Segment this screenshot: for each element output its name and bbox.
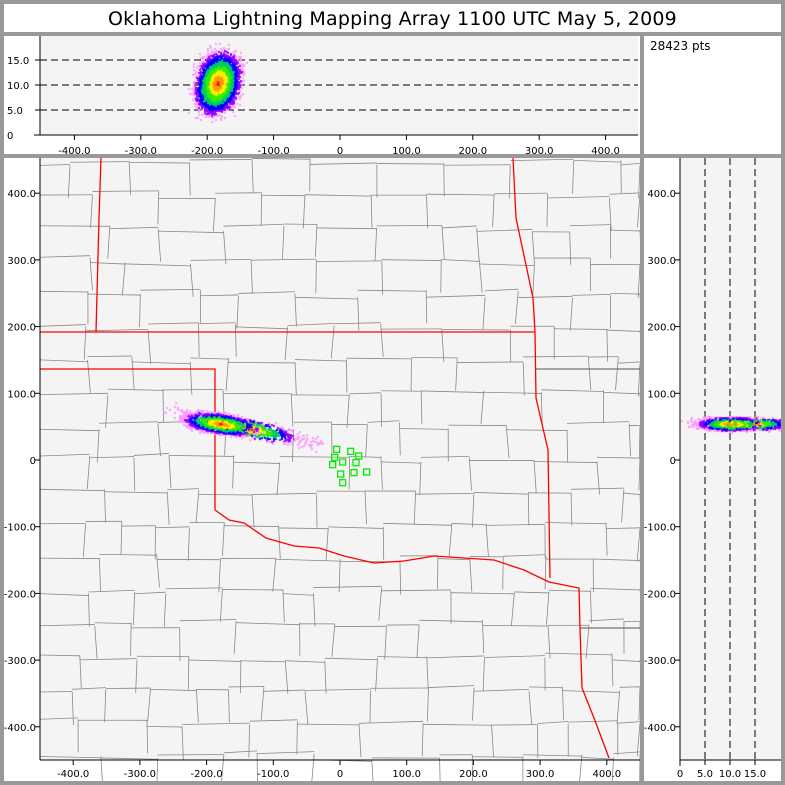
x-tick-label: 300.0 xyxy=(525,146,554,154)
x-tick-label: -300.0 xyxy=(125,146,157,154)
y-tick-label: -200.0 xyxy=(4,589,36,600)
x-tick-label: -200.0 xyxy=(191,146,223,154)
y-tick-label: 400.0 xyxy=(7,189,36,200)
x-tick-label: -400.0 xyxy=(58,146,90,154)
y-tick-label: 0 xyxy=(7,131,13,142)
county-border xyxy=(371,759,374,781)
x-tick-label: 0 xyxy=(337,769,343,780)
y-tick-label: -400.0 xyxy=(644,723,676,734)
county-border xyxy=(611,757,614,781)
density-plot-side xyxy=(680,158,781,760)
x-tick-label: 100.0 xyxy=(392,769,421,780)
north-vs-altitude-panel: 0 5.0 10.0 15.0 400.0 300.0 200.0 100.0 0 -100.0 -… xyxy=(644,158,781,781)
point-count: 28423 pts xyxy=(650,39,711,53)
y-tick-label: 100.0 xyxy=(647,389,676,400)
county-border xyxy=(100,756,103,781)
y-tick-label: 200.0 xyxy=(7,323,36,334)
y-tick-label: -300.0 xyxy=(4,656,36,667)
y-tick-label: -200.0 xyxy=(644,589,676,600)
y-tick-label: -400.0 xyxy=(4,723,36,734)
y-tick-label: 100.0 xyxy=(7,389,36,400)
x-tick-label: 15.0 xyxy=(744,769,766,780)
x-tick-label: -300.0 xyxy=(124,769,156,780)
y-tick-label: 15.0 xyxy=(7,56,29,67)
y-tick-label: 0 xyxy=(30,456,36,467)
x-tick-label: -100.0 xyxy=(257,769,289,780)
density-plot-top xyxy=(40,36,638,135)
x-tick-label: 400.0 xyxy=(591,146,620,154)
x-tick-label: 300.0 xyxy=(526,769,555,780)
x-tick-label: -100.0 xyxy=(257,146,289,154)
x-tick-label: 200.0 xyxy=(459,769,488,780)
x-tick-label: 10.0 xyxy=(719,769,741,780)
county-border xyxy=(156,757,158,781)
x-tick-label: 200.0 xyxy=(458,146,487,154)
x-tick-label: 5.0 xyxy=(697,769,713,780)
x-tick-label: 0 xyxy=(677,769,683,780)
x-tick-label: 0 xyxy=(337,146,343,154)
x-tick-label: -200.0 xyxy=(190,769,222,780)
altitude-vs-east-panel: -400.0 -300.0 -200.0 -100.0 0 100.0 200.0 300.0… xyxy=(4,36,640,154)
x-tick-label: 400.0 xyxy=(592,769,621,780)
info-panel: 28423 pts xyxy=(644,36,781,154)
y-tick-label: 10.0 xyxy=(7,81,29,92)
y-tick-label: 5.0 xyxy=(7,106,23,117)
y-tick-label: 0 xyxy=(670,456,676,467)
y-tick-label: -300.0 xyxy=(644,656,676,667)
plan-view-map-panel: -400.0 -300.0 -200.0 -100.0 0 100.0 200.0 300.0… xyxy=(4,158,640,781)
county-border xyxy=(439,757,441,781)
x-tick-label: 100.0 xyxy=(392,146,421,154)
y-tick-label: -100.0 xyxy=(644,523,676,534)
y-tick-label: -100.0 xyxy=(4,523,36,534)
density-plot-map xyxy=(40,158,640,760)
x-tick-label: -400.0 xyxy=(57,769,89,780)
y-tick-label: 300.0 xyxy=(7,256,36,267)
y-tick-label: 400.0 xyxy=(647,189,676,200)
y-tick-label: 300.0 xyxy=(647,256,676,267)
plot-title: Oklahoma Lightning Mapping Array 1100 UT… xyxy=(4,4,781,32)
y-tick-label: 200.0 xyxy=(647,323,676,334)
